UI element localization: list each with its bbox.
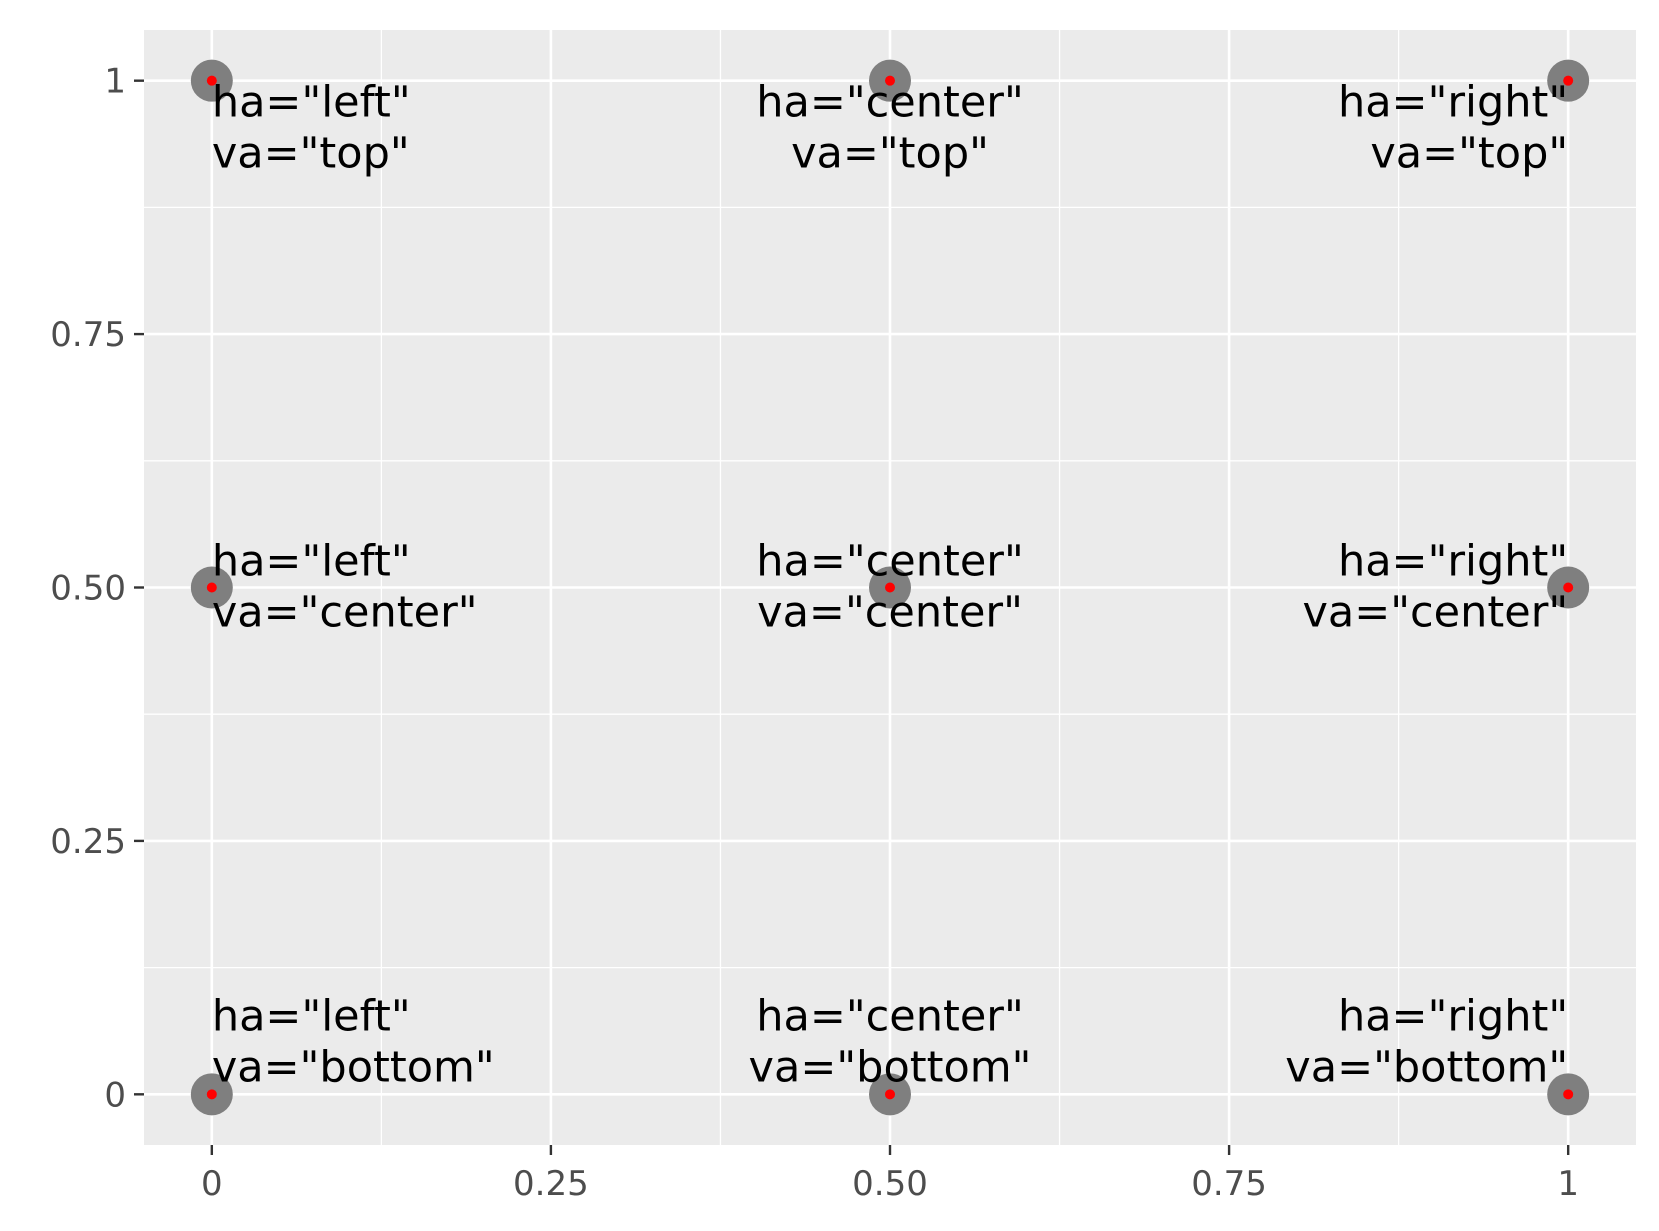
annotation-line: ha="right" [1338, 991, 1568, 1041]
data-point-center [1563, 75, 1574, 86]
x-tick-label: 0.25 [513, 1164, 589, 1204]
annotation-label: ha="right" va="bottom" [1285, 991, 1568, 1092]
annotation-label: ha="right" va="top" [1338, 78, 1568, 179]
data-points [190, 59, 1590, 1116]
x-tick-label: 0.50 [852, 1164, 928, 1204]
data-point-center [885, 582, 895, 593]
annotation-line: va="top" [791, 129, 989, 179]
data-point-center [1563, 1089, 1574, 1100]
x-tick-label: 0.75 [1191, 1164, 1267, 1204]
annotation-line: ha="left" [212, 991, 411, 1041]
annotation-line: va="center" [1302, 588, 1568, 638]
data-point-center [206, 1089, 217, 1100]
data-point-center [206, 75, 217, 86]
y-tick-label: 0.75 [50, 315, 126, 355]
annotation-label: ha="center" va="top" [756, 78, 1024, 179]
annotation-label: ha="center" va="center" [756, 537, 1024, 638]
x-tick-label: 0 [201, 1164, 223, 1204]
annotation-label: ha="left" va="bottom" [212, 991, 495, 1092]
annotation-label: ha="left" va="center" [212, 537, 478, 638]
data-point-center [885, 75, 895, 86]
annotation-line: va="bottom" [212, 1042, 495, 1092]
annotation-line: va="center" [212, 588, 478, 638]
annotation-line: va="center" [757, 588, 1023, 638]
data-point-center [1563, 582, 1574, 593]
y-tick-label: 0 [104, 1075, 126, 1115]
y-axis: 0 0.25 0.50 0.75 1 [50, 62, 144, 1115]
annotation-line: va="top" [212, 129, 410, 179]
annotation-label: ha="left" va="top" [212, 78, 411, 179]
annotation-line: ha="center" [756, 991, 1024, 1041]
annotation-line: ha="left" [212, 78, 411, 128]
y-tick-label: 0.25 [50, 822, 126, 862]
y-tick-label: 1 [104, 62, 126, 102]
annotation-line: ha="right" [1338, 537, 1568, 587]
annotation-line: ha="center" [756, 537, 1024, 587]
x-tick-label: 1 [1557, 1164, 1579, 1204]
annotation-line: va="bottom" [1285, 1042, 1568, 1092]
annotation-label: ha="center" va="bottom" [749, 991, 1032, 1092]
annotations: ha="left" va="top"ha="center" va="top"ha="… [212, 78, 1568, 1093]
annotation-line: ha="left" [212, 537, 411, 587]
annotation-line: ha="right" [1338, 78, 1568, 128]
annotation-label: ha="right" va="center" [1302, 537, 1568, 638]
y-tick-label: 0.50 [50, 569, 126, 609]
data-point-center [206, 582, 217, 593]
x-axis: 0 0.25 0.50 0.75 1 [201, 1145, 1579, 1204]
annotation-line: va="top" [1370, 129, 1568, 179]
annotation-line: va="bottom" [749, 1042, 1032, 1092]
annotation-line: ha="center" [756, 78, 1024, 128]
data-point-center [885, 1089, 895, 1100]
